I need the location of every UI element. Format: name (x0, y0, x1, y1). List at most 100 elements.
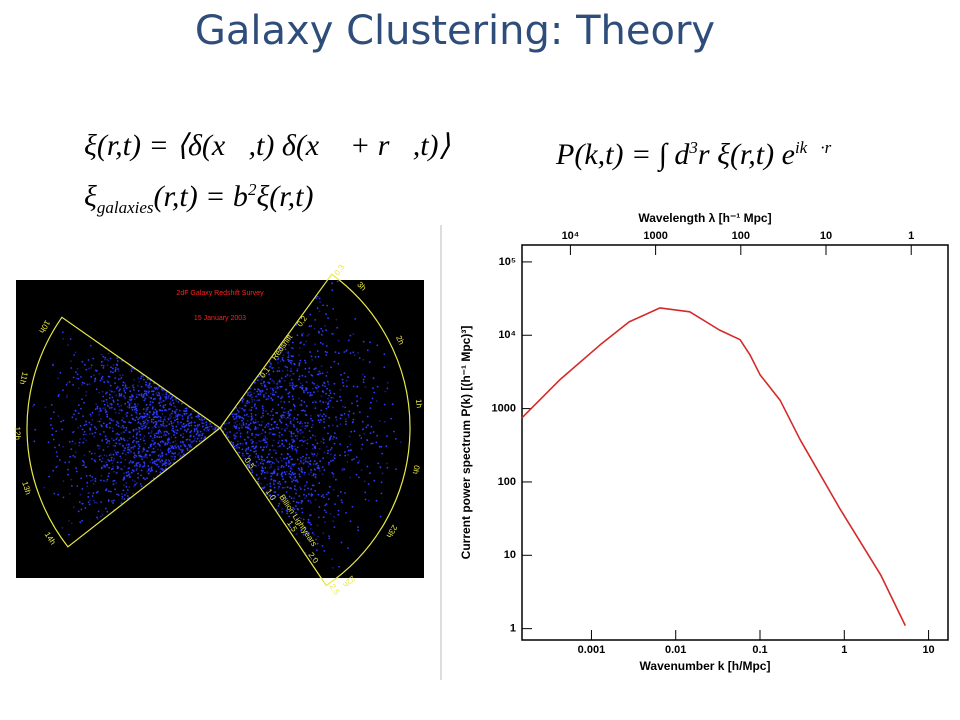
galaxy-dot (193, 439, 196, 442)
galaxy-dot (239, 442, 242, 445)
galaxy-dot (84, 394, 87, 397)
galaxy-dot (134, 480, 136, 483)
galaxy-dot (175, 432, 178, 434)
galaxy-dot (130, 471, 133, 474)
galaxy-dot (172, 427, 175, 430)
galaxy-dot (311, 532, 314, 534)
galaxy-dot (235, 407, 238, 409)
galaxy-dot (329, 392, 332, 394)
galaxy-dot (123, 449, 125, 452)
galaxy-dot (295, 533, 298, 535)
galaxy-dot (131, 479, 134, 481)
galaxy-dot (62, 496, 65, 499)
galaxy-dot (99, 454, 102, 457)
galaxy-dot (142, 448, 145, 451)
galaxy-dot (304, 375, 307, 378)
galaxy-dot (171, 412, 173, 415)
galaxy-dot (113, 479, 116, 482)
galaxy-dot (174, 436, 177, 439)
galaxy-dot (321, 330, 324, 332)
galaxy-dot (191, 441, 194, 444)
galaxy-dot (175, 409, 177, 411)
galaxy-dot (310, 325, 312, 327)
galaxy-dot (89, 344, 92, 347)
galaxy-dot (240, 432, 243, 435)
galaxy-dot (120, 393, 123, 396)
galaxy-dot (89, 413, 92, 416)
galaxy-dot (380, 445, 383, 448)
galaxy-dot (324, 385, 326, 387)
galaxy-dot (135, 411, 137, 414)
galaxy-dot (311, 419, 314, 422)
slide-title: Galaxy Clustering: Theory (194, 8, 716, 54)
galaxy-dot (327, 498, 330, 500)
galaxy-dot (179, 454, 182, 457)
galaxy-dot (269, 485, 272, 488)
galaxy-dot (102, 449, 105, 451)
galaxy-dot (92, 492, 95, 495)
galaxy-dot (140, 415, 143, 418)
galaxy-dot (55, 466, 58, 469)
galaxy-dot (151, 407, 154, 410)
galaxy-dot (132, 441, 134, 443)
galaxy-dot (305, 389, 308, 391)
galaxy-dot (253, 399, 256, 401)
galaxy-dot (156, 435, 159, 438)
galaxy-dot (255, 465, 258, 468)
galaxy-dot (323, 418, 325, 420)
galaxy-dot (266, 456, 269, 459)
galaxy-dot (60, 420, 63, 423)
galaxy-dot (277, 380, 280, 383)
galaxy-dot (277, 442, 280, 444)
galaxy-dot (320, 334, 323, 336)
galaxy-dot (171, 399, 174, 402)
galaxy-dot (112, 483, 115, 485)
galaxy-dot (131, 394, 133, 396)
galaxy-dot (158, 397, 161, 400)
galaxy-dot (165, 461, 168, 464)
galaxy-dot (62, 331, 64, 334)
galaxy-dot (148, 411, 151, 414)
galaxy-dot (118, 393, 121, 395)
galaxy-dot (262, 439, 265, 442)
galaxy-dot (118, 412, 120, 415)
galaxy-dot (297, 430, 299, 433)
galaxy-dot (86, 481, 89, 484)
galaxy-dot (288, 344, 290, 346)
galaxy-dot (146, 413, 149, 415)
galaxy-dot (301, 422, 304, 425)
galaxy-dot (317, 464, 320, 467)
galaxy-dot (309, 313, 312, 316)
galaxy-dot (123, 395, 125, 397)
galaxy-dot (275, 452, 277, 454)
galaxy-dot (304, 361, 307, 364)
galaxy-dot (108, 397, 111, 399)
galaxy-dot (366, 349, 369, 352)
galaxy-dot (241, 452, 244, 455)
galaxy-dot (315, 455, 318, 457)
galaxy-dot (298, 469, 301, 471)
galaxy-dot (261, 407, 264, 410)
galaxy-dot (271, 399, 274, 402)
galaxy-dot (169, 403, 171, 405)
galaxy-dot (301, 511, 304, 514)
galaxy-dot (120, 377, 123, 379)
galaxy-dot (151, 451, 154, 454)
galaxy-dot (138, 393, 141, 396)
galaxy-dot (279, 347, 282, 350)
galaxy-dot (102, 422, 105, 425)
galaxy-dot (302, 431, 304, 434)
galaxy-dot (277, 445, 279, 448)
galaxy-dot (351, 505, 354, 508)
galaxy-dot (304, 484, 306, 487)
galaxy-dot (99, 458, 101, 461)
galaxy-dot (143, 390, 146, 393)
galaxy-dot (123, 484, 125, 487)
galaxy-dot (96, 407, 99, 410)
galaxy-dot (162, 404, 165, 407)
galaxy-dot (89, 428, 92, 431)
galaxy-dot (81, 398, 83, 400)
galaxy-dot (251, 434, 254, 436)
galaxy-dot (93, 380, 96, 383)
galaxy-dot (297, 414, 299, 416)
